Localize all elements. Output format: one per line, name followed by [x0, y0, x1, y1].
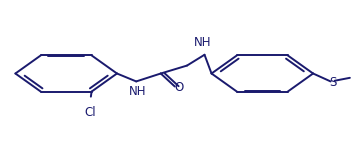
- Text: Cl: Cl: [84, 106, 96, 119]
- Text: S: S: [329, 76, 337, 89]
- Text: NH: NH: [194, 36, 211, 49]
- Text: O: O: [175, 81, 184, 94]
- Text: NH: NH: [128, 85, 146, 98]
